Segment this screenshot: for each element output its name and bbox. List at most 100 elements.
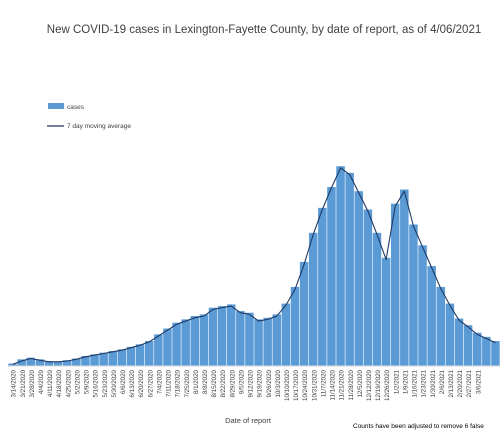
bar [53,361,63,366]
x-tick-label: 10/3/2020 [275,369,282,397]
x-tick-label: 1/2/2021 [393,369,400,394]
x-tick-label: 12/26/2020 [384,369,391,401]
bar [363,209,373,366]
legend-swatch-cases [48,103,64,109]
x-tick-label: 7/11/2020 [166,369,173,397]
x-tick-label: 3/14/2020 [11,369,18,397]
x-tick-label: 2/27/2021 [466,369,473,397]
x-tick-label: 2/6/2021 [439,369,446,394]
chart-title: New COVID-19 cases in Lexington-Fayette … [47,24,481,36]
x-tick-label: 10/31/2020 [311,369,318,401]
x-tick-label: 5/2/2020 [74,369,81,394]
bar [445,303,455,366]
bar [245,312,254,366]
x-tick-label: 6/27/2020 [147,369,154,397]
x-tick-label: 1/30/2021 [430,369,437,397]
bar [400,189,409,366]
x-tick-label: 8/8/2020 [202,369,209,394]
bar [72,358,81,366]
bar [482,336,491,366]
bar [463,325,473,366]
moving-average-line [12,167,496,365]
x-tick-label: 8/1/2020 [193,369,200,394]
x-tick-label: 11/14/2020 [330,369,337,400]
bar [17,359,26,366]
x-tick-label: 8/29/2020 [229,369,236,397]
bar [90,354,99,366]
bar [172,322,181,366]
bar [409,224,418,366]
x-tick-label: 9/12/2020 [248,369,255,397]
x-tick-label: 3/6/2021 [475,369,482,394]
bar [454,318,464,366]
bar [163,328,172,366]
bar-series [8,166,500,366]
bar [236,311,245,366]
x-tick-label: 6/6/2020 [120,369,127,394]
bar [427,266,436,366]
x-tick-label: 10/17/2020 [293,369,300,401]
x-tick-label: 8/15/2020 [211,369,218,397]
bar [208,307,218,366]
x-tick-label: 7/18/2020 [175,369,182,397]
bar [254,319,263,366]
x-tick-label: 4/4/2020 [38,369,45,394]
x-tick-label: 11/21/2020 [339,369,346,400]
bar [126,346,136,366]
bar [472,332,482,366]
bar [44,361,54,366]
x-tick-label: 12/5/2020 [357,369,364,397]
bar [436,286,446,366]
bar [62,360,72,366]
bar [345,172,354,366]
x-tick-label: 2/20/2021 [457,369,464,397]
x-tick-label: 3/28/2020 [29,369,36,397]
x-tick-label: 11/28/2020 [348,369,355,400]
bar [226,304,236,366]
bar [281,303,291,366]
bar [154,334,163,366]
legend: cases 7 day moving average [47,103,131,130]
bar [327,187,336,366]
x-tick-label: 9/19/2020 [257,369,264,397]
bar [418,245,427,366]
x-tick-label: 12/12/2020 [366,369,373,401]
bar [354,191,364,366]
bar [299,261,309,366]
line-series [12,167,496,365]
x-tick-label: 4/11/2020 [47,369,54,397]
x-tick-label: 10/10/2020 [284,369,291,401]
bar [181,319,190,366]
bar [144,341,154,366]
x-tick-label: 9/5/2020 [238,369,245,394]
bar [318,207,327,366]
footnote: Counts have been adjusted to remove 6 fa… [353,423,484,430]
bar [35,359,45,366]
x-tick-label: 1/9/2021 [402,369,409,394]
bar [117,349,127,366]
bar [199,314,209,366]
x-tick-label: 8/22/2020 [220,369,227,397]
bar [263,317,272,366]
bar [26,357,36,366]
bar [8,363,17,366]
x-tick-label: 6/20/2020 [138,369,145,397]
x-tick-label: 6/13/2020 [129,369,136,397]
bar [217,306,227,366]
x-tick-label: 5/16/2020 [93,369,100,397]
bar [372,232,382,366]
x-tick-label: 5/30/2020 [111,369,118,397]
x-tick-label: 5/9/2020 [84,369,91,394]
bar [99,352,108,366]
x-tick-labels: 3/14/2020 3/21/2020 3/28/2020 4/4/2020 4/11/… [11,369,483,401]
bar [381,257,391,366]
x-tick-label: 1/23/2021 [421,369,428,397]
bar [190,316,200,366]
bar [81,356,90,366]
x-tick-label: 5/23/2020 [102,369,109,397]
bar [290,286,300,366]
legend-label-cases: cases [67,104,85,111]
bar [308,232,318,366]
x-axis-title: Date of report [225,416,272,425]
